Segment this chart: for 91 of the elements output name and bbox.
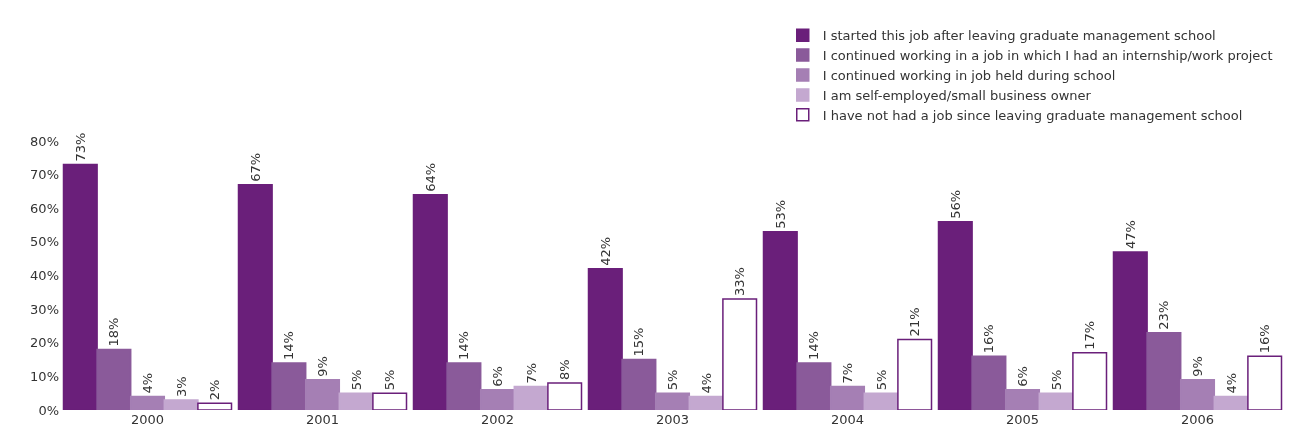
data-label: 5% [1048,369,1064,391]
bar [237,183,273,410]
data-label: 3% [173,376,189,397]
bar [863,392,899,410]
data-label: 47% [1122,220,1138,249]
legend-label: I am self-employed/small business owner [822,87,1092,103]
y-tick-label: 60% [30,200,59,216]
data-label: 42% [597,236,613,266]
data-label: 7% [523,362,539,384]
bar [513,385,549,410]
bar [1179,378,1216,410]
data-label: 5% [665,369,680,391]
bar [1213,395,1249,410]
bar [446,362,482,410]
bar [1072,352,1108,410]
bar [163,399,199,410]
y-tick-label: 50% [30,234,59,250]
data-label: 33% [732,267,748,297]
bar [412,194,448,410]
data-label: 17% [1082,320,1098,350]
legend-label: I have not had a job since leaving graduate management school [822,107,1243,123]
bar [304,378,341,410]
x-tick-label: 2004 [830,412,865,427]
bar [1004,389,1041,410]
data-label: 67% [247,152,263,182]
data-label: 64% [422,162,438,192]
data-label: 16% [1257,324,1273,354]
bar [479,389,516,410]
bar [762,231,798,410]
data-label: 2% [207,379,223,401]
data-label: 21% [907,307,923,337]
data-label: 9% [315,356,330,377]
y-tick-label: 80% [30,133,59,149]
bar [971,355,1007,410]
bar [129,395,166,410]
bar [1038,392,1074,410]
data-label: 5% [873,369,889,391]
legend-label: I started this job after leaving graduate management school [822,28,1216,44]
y-tick-label: 30% [30,301,59,317]
y-tick-label: 40% [30,268,59,284]
bar [197,402,233,410]
x-tick-label: 2000 [130,412,165,427]
legend-label: I continued working in a job in which I had an internship/work project [822,48,1273,64]
data-label: 16% [981,324,997,354]
data-label: 4% [698,372,714,394]
bar [587,268,623,410]
x-tick-label: 2003 [655,412,690,427]
bar [1247,355,1283,410]
data-label: 4% [1223,372,1239,394]
bar [688,395,724,410]
bar [1146,331,1182,410]
bar [621,358,657,410]
bar [1112,251,1148,410]
data-label: 23% [1156,300,1172,330]
bar [271,362,307,410]
data-label: 14% [806,331,822,360]
bar [829,385,866,410]
x-tick-label: 2006 [1180,412,1215,427]
data-label: 14% [456,331,472,360]
bar [62,163,98,410]
bar [372,392,408,410]
bar [96,348,132,410]
data-label: 56% [947,189,963,219]
bar [897,338,933,410]
x-tick-label: 2002 [480,412,515,427]
bar [547,382,583,410]
bar [654,392,691,410]
data-label: 18% [106,317,122,347]
data-label: 5% [382,369,398,391]
data-label: 73% [72,132,88,162]
y-tick-label: 0% [38,402,59,418]
data-label: 14% [281,331,297,360]
data-label: 4% [140,372,155,394]
data-label: 6% [490,366,505,387]
data-label: 15% [631,327,647,357]
data-label: 8% [557,359,573,381]
data-label: 6% [1015,366,1030,387]
legend-label: I continued working in job held during school [822,68,1116,84]
y-tick-label: 20% [30,335,59,351]
bar [796,362,832,410]
bar [722,298,758,410]
data-label: 53% [772,199,788,229]
bar [338,392,374,410]
y-tick-label: 10% [30,368,59,384]
x-tick-label: 2001 [305,412,340,427]
x-tick-label: 2005 [1005,412,1040,427]
y-tick-label: 70% [30,167,59,183]
bar [937,220,973,410]
data-label: 7% [840,362,855,384]
data-label: 9% [1190,356,1205,377]
data-label: 5% [348,369,364,391]
